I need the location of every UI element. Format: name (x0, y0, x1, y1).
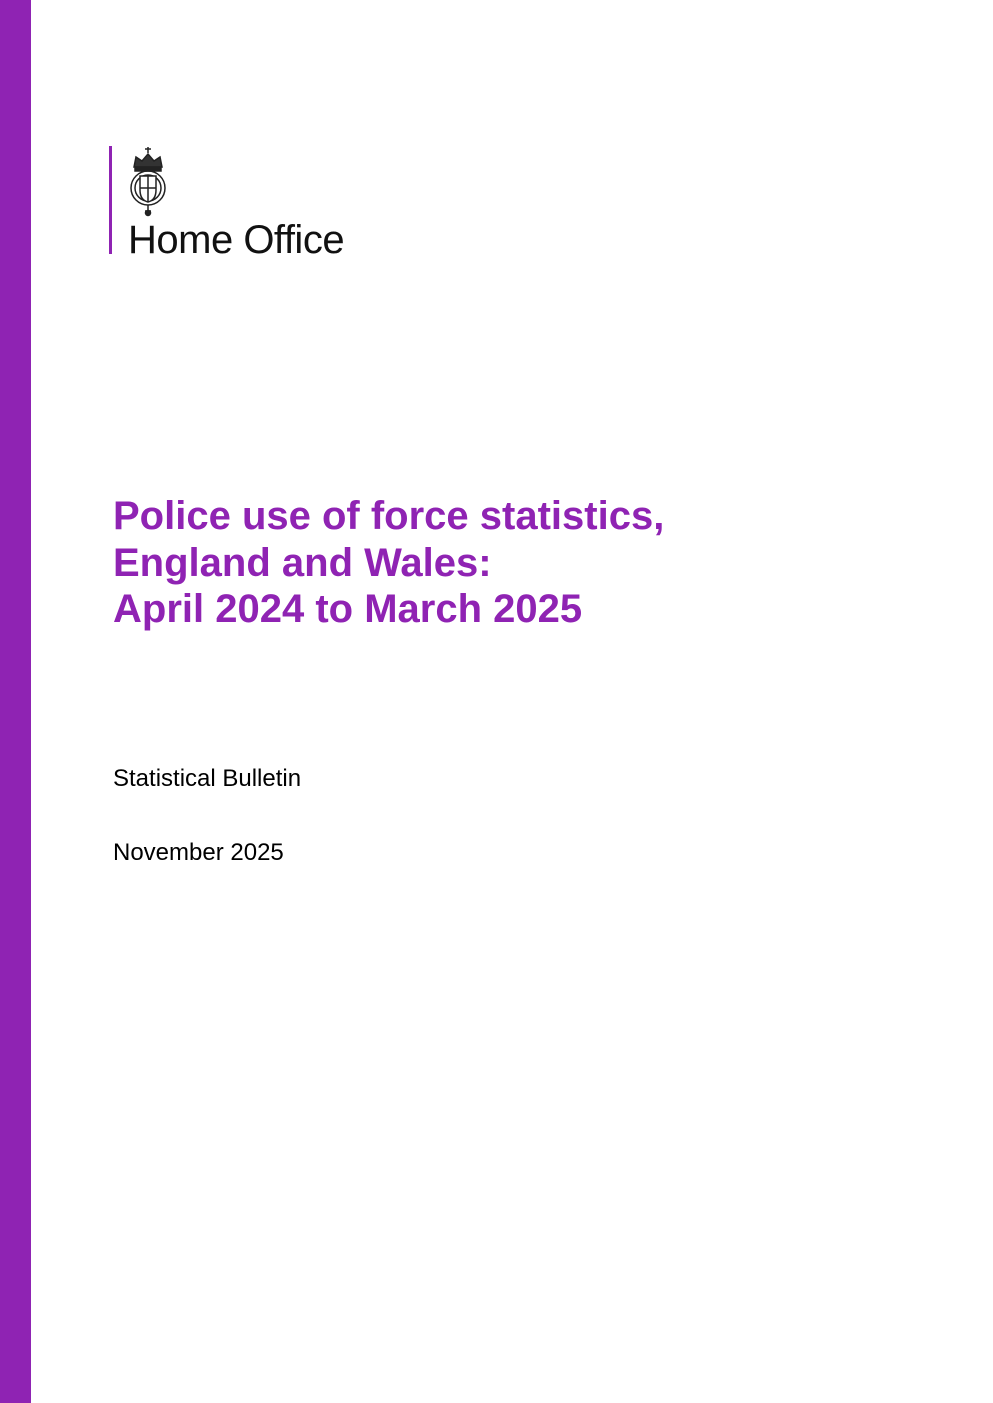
document-type: Statistical Bulletin (113, 765, 302, 792)
purple-side-band (0, 0, 31, 1403)
title-line: April 2024 to March 2025 (113, 587, 583, 631)
publication-date: November 2025 (113, 839, 284, 866)
title-line: Police use of force statistics, (113, 494, 665, 538)
logo-text: Home Office (128, 218, 345, 262)
document-title: Police use of force statistics, England … (113, 493, 664, 633)
royal-coat-of-arms-icon (130, 147, 166, 217)
logo-divider-bar (109, 146, 112, 254)
title-line: England and Wales: (113, 540, 492, 585)
